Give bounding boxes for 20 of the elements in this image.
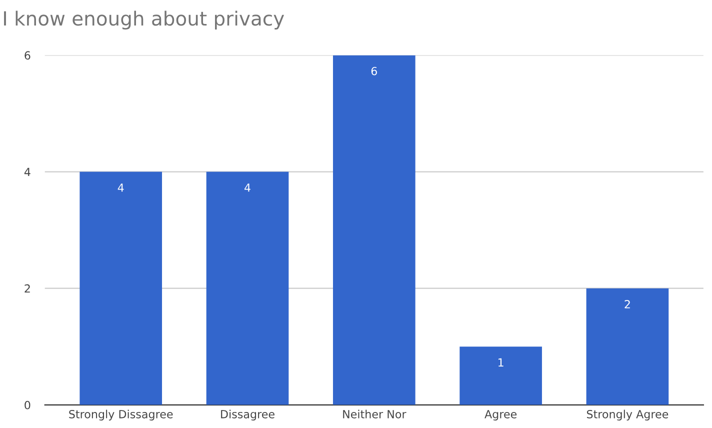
bar	[80, 172, 162, 405]
bar	[586, 288, 669, 405]
data-label: 4	[244, 184, 250, 192]
y-tick-label: 4	[24, 168, 30, 176]
bar	[206, 172, 289, 405]
x-tick-label: Strongly Agree	[586, 410, 668, 421]
data-label: 6	[371, 66, 377, 76]
y-tick-label: 0	[24, 400, 30, 410]
y-tick-label: 2	[24, 284, 30, 293]
y-tick-label: 6	[24, 51, 30, 60]
data-label: 2	[624, 300, 630, 308]
chart-title: I know enough about privacy	[4, 10, 284, 30]
x-tick-label: Agree	[484, 410, 517, 421]
x-tick-label: Dissagree	[221, 410, 274, 421]
bar	[332, 55, 416, 405]
x-tick-label: Strongly Dissagree	[69, 410, 173, 421]
x-tick-label: Neither Nor	[343, 410, 406, 418]
data-label: 4	[118, 184, 124, 192]
data-label: 1	[498, 358, 504, 367]
bar	[460, 346, 542, 405]
